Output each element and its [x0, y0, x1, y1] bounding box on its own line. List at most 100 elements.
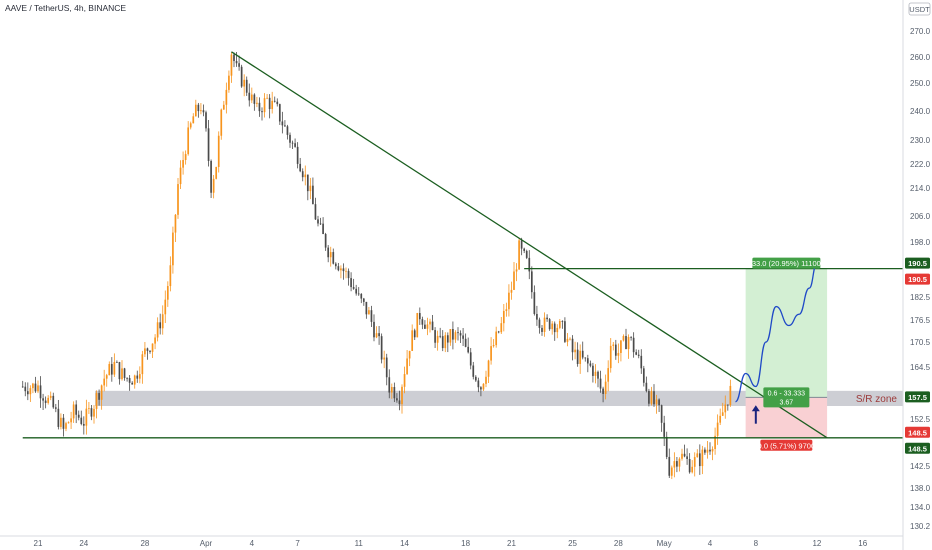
candle-body	[683, 453, 686, 457]
candle-body	[635, 352, 638, 355]
candle	[518, 237, 520, 270]
sr-zone-band	[95, 390, 903, 406]
candlestick-series	[21, 51, 732, 480]
candle	[309, 177, 312, 200]
candle	[500, 316, 503, 334]
y-tick-label: 240.0	[910, 107, 931, 116]
price-tag-box	[905, 257, 930, 269]
candle-body	[156, 322, 159, 338]
candle-body	[477, 380, 480, 388]
candle	[103, 369, 106, 392]
candle-body	[729, 385, 732, 406]
candle	[513, 262, 515, 290]
candle-body	[72, 404, 75, 419]
price-tag-label: 148.5	[908, 444, 927, 453]
candle-body	[411, 330, 414, 351]
candle	[655, 394, 658, 414]
candle-body	[296, 146, 299, 164]
candle	[607, 360, 610, 392]
candle-body	[416, 313, 419, 338]
price-axis[interactable]: 270.0 260.0 250.0 240.0 230.0 222.0 214.0 206.0…	[910, 27, 931, 531]
candle	[416, 312, 419, 338]
candle	[189, 121, 192, 130]
candle-body	[388, 377, 391, 393]
candle	[609, 338, 612, 373]
stop-tag-label: 9.0 (5.71%) 9700	[758, 441, 816, 450]
candle-body	[398, 400, 401, 405]
candle-body	[434, 330, 436, 343]
candle-body	[426, 324, 429, 329]
candle	[156, 317, 159, 342]
candle	[492, 339, 495, 348]
candle-body	[184, 154, 187, 160]
candle-body	[225, 89, 228, 105]
candle	[131, 381, 134, 385]
candle	[576, 342, 579, 367]
candle	[113, 353, 116, 377]
candle-body	[75, 404, 78, 415]
candle-body	[309, 185, 312, 192]
candle	[334, 262, 337, 270]
candle-body	[258, 102, 261, 112]
candle-body	[653, 391, 655, 405]
candle-body	[174, 214, 177, 233]
candle	[406, 350, 408, 376]
candle	[678, 457, 681, 472]
candle-body	[401, 386, 403, 405]
candle	[37, 380, 39, 394]
candle-body	[564, 321, 566, 342]
candle	[635, 349, 638, 356]
candle	[691, 460, 694, 474]
candle	[579, 344, 582, 374]
candle-body	[472, 365, 475, 377]
candle	[77, 410, 80, 421]
candle	[225, 82, 228, 114]
candle	[556, 324, 559, 339]
candle-body	[105, 375, 108, 379]
candle	[29, 385, 32, 403]
candle-body	[688, 459, 691, 473]
candle	[472, 361, 475, 380]
candle	[418, 307, 421, 325]
candle-body	[233, 54, 235, 62]
candle-body	[88, 408, 90, 409]
x-tick-label: 21	[507, 539, 516, 548]
descending-trendline[interactable]	[231, 51, 828, 439]
currency-label: USDT	[909, 5, 930, 14]
candle-body	[390, 387, 393, 393]
candle	[378, 325, 380, 345]
candle-body	[650, 391, 653, 404]
candle	[233, 52, 235, 68]
x-tick-label: 14	[400, 539, 409, 548]
y-tick-label: 222.0	[910, 160, 931, 169]
candle	[329, 246, 332, 267]
candle	[62, 414, 65, 437]
candle-body	[312, 185, 314, 205]
candle	[497, 330, 500, 334]
candle-body	[648, 390, 650, 404]
candle	[220, 108, 223, 140]
currency-badge[interactable]: USDT	[908, 2, 931, 16]
candle-body	[215, 166, 218, 179]
candle-body	[200, 110, 202, 112]
candle	[724, 395, 727, 419]
candle	[110, 357, 113, 382]
price-tag-box	[905, 442, 930, 454]
candle-body	[161, 314, 164, 329]
candle-body	[268, 97, 271, 110]
candle	[523, 247, 526, 254]
candle	[261, 107, 263, 121]
candle	[467, 337, 470, 354]
candle	[222, 100, 225, 110]
candle	[719, 408, 722, 426]
candle-body	[151, 343, 154, 352]
candle-body	[622, 336, 625, 341]
drawing-labels: S/R zone 33.0 (20.95%) 11100 9.0 (5.71%) 9…	[752, 257, 897, 451]
candle-body	[551, 323, 554, 330]
candle	[340, 265, 342, 279]
candle-body	[668, 456, 671, 476]
candle	[566, 333, 569, 347]
time-axis[interactable]: 21 24 28 Apr 4 7 11 14 18 21 25 28 May 4 8 12 16	[34, 539, 868, 548]
candle	[709, 442, 711, 455]
